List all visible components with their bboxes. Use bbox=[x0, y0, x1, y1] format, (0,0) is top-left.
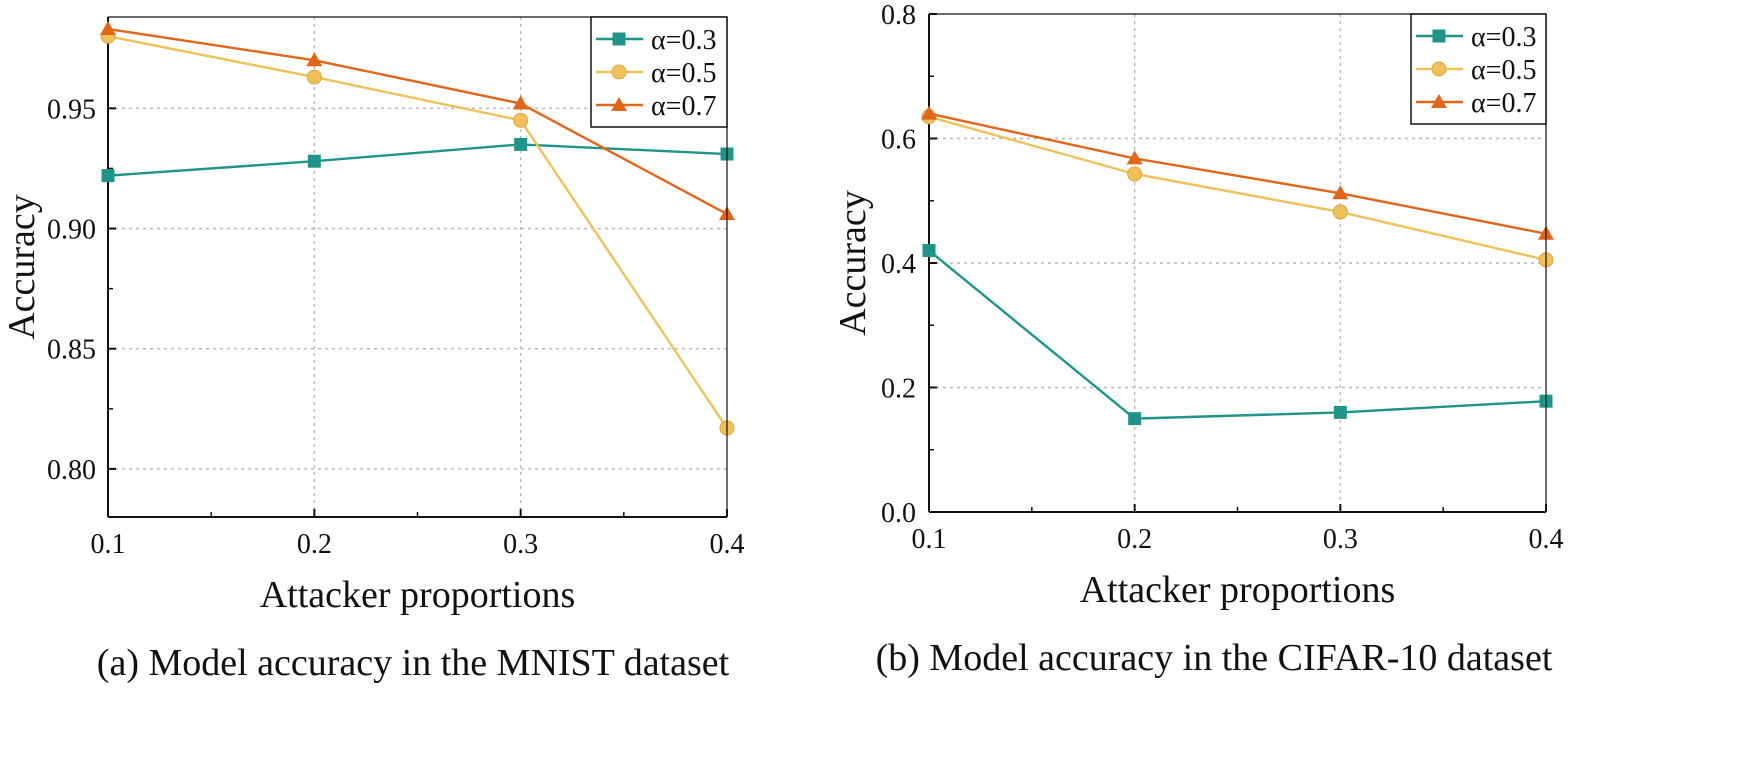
legend: α=0.3α=0.5α=0.7 bbox=[590, 16, 728, 128]
legend-label-2: α=0.5 bbox=[1471, 55, 1536, 86]
y-tick-label: 0.2 bbox=[881, 374, 916, 405]
legend-label-3: α=0.7 bbox=[651, 91, 716, 122]
x-tick-label: 0.2 bbox=[1117, 524, 1152, 555]
series-line-1 bbox=[928, 249, 1547, 420]
legend-label-1: α=0.3 bbox=[1471, 22, 1536, 53]
series-line-2 bbox=[107, 35, 728, 429]
legend-marker-1 bbox=[612, 32, 626, 46]
legend-marker-1 bbox=[1432, 29, 1446, 43]
x-axis-title: Attacker proportions bbox=[1080, 569, 1396, 611]
y-tick-label: 0.4 bbox=[881, 249, 916, 280]
chart-a-mnist: 0.1 0.2 0.3 0.4 0.80 0.85 0.90 0.95 Attacker pro… bbox=[1, 16, 745, 684]
legend-marker-2 bbox=[611, 64, 627, 80]
legend-marker-3 bbox=[1431, 94, 1447, 108]
data-point-series-1 bbox=[1333, 405, 1347, 419]
legend: α=0.3α=0.5α=0.7 bbox=[1410, 13, 1547, 125]
series-line-3 bbox=[107, 27, 728, 216]
legend-marker-3 bbox=[611, 97, 627, 111]
data-point-series-2 bbox=[1127, 166, 1143, 182]
y-tick-label: 0.95 bbox=[47, 94, 96, 125]
data-point-series-3 bbox=[921, 105, 937, 120]
data-point-series-2 bbox=[306, 69, 322, 85]
y-tick-label: 0.80 bbox=[47, 455, 96, 486]
data-point-series-2 bbox=[1332, 204, 1348, 220]
data-point-series-3 bbox=[1332, 185, 1349, 200]
y-tick-label: 0.6 bbox=[881, 125, 916, 156]
y-tick-label: 0.8 bbox=[881, 0, 916, 31]
data-point-series-1 bbox=[1128, 412, 1142, 426]
data-point-series-2 bbox=[513, 112, 529, 128]
data-point-series-1 bbox=[307, 154, 321, 168]
figure-caption: (b) Model accuracy in the CIFAR-10 datas… bbox=[876, 637, 1553, 679]
data-point-series-3 bbox=[512, 95, 529, 110]
legend-label-1: α=0.3 bbox=[651, 25, 716, 56]
legend-marker-2 bbox=[1431, 61, 1447, 77]
x-tick-label: 0.3 bbox=[1323, 524, 1358, 555]
y-tick-label: 0.90 bbox=[47, 215, 96, 246]
series-line-2 bbox=[928, 115, 1547, 262]
data-point-series-1 bbox=[922, 244, 936, 258]
series-line-3 bbox=[928, 112, 1547, 235]
data-point-series-3 bbox=[1126, 150, 1143, 165]
legend-label-2: α=0.5 bbox=[651, 58, 716, 89]
legend-label-3: α=0.7 bbox=[1471, 88, 1536, 119]
y-tick-label: 0.85 bbox=[47, 335, 96, 366]
data-point-series-1 bbox=[101, 169, 115, 183]
data-point-series-3 bbox=[100, 21, 116, 36]
y-axis-title: Accuracy bbox=[1, 194, 43, 340]
figure-caption: (a) Model accuracy in the MNIST dataset bbox=[97, 642, 730, 684]
series-line-1 bbox=[107, 143, 728, 177]
x-tick-label: 0.4 bbox=[1529, 524, 1564, 555]
data-point-series-1 bbox=[514, 137, 528, 151]
x-tick-label: 0.1 bbox=[912, 524, 947, 555]
x-tick-label: 0.4 bbox=[710, 529, 745, 560]
y-tick-label: 0.0 bbox=[881, 498, 916, 529]
x-tick-label: 0.2 bbox=[297, 529, 332, 560]
x-axis-title: Attacker proportions bbox=[260, 574, 576, 616]
chart-b-cifar10: 0.1 0.2 0.3 0.4 0.0 0.2 0.4 0.6 0.8 Attacker prop… bbox=[832, 0, 1564, 679]
data-point-series-3 bbox=[306, 52, 323, 67]
x-tick-label: 0.1 bbox=[91, 529, 126, 560]
y-axis-title: Accuracy bbox=[832, 190, 874, 336]
x-tick-label: 0.3 bbox=[503, 529, 538, 560]
